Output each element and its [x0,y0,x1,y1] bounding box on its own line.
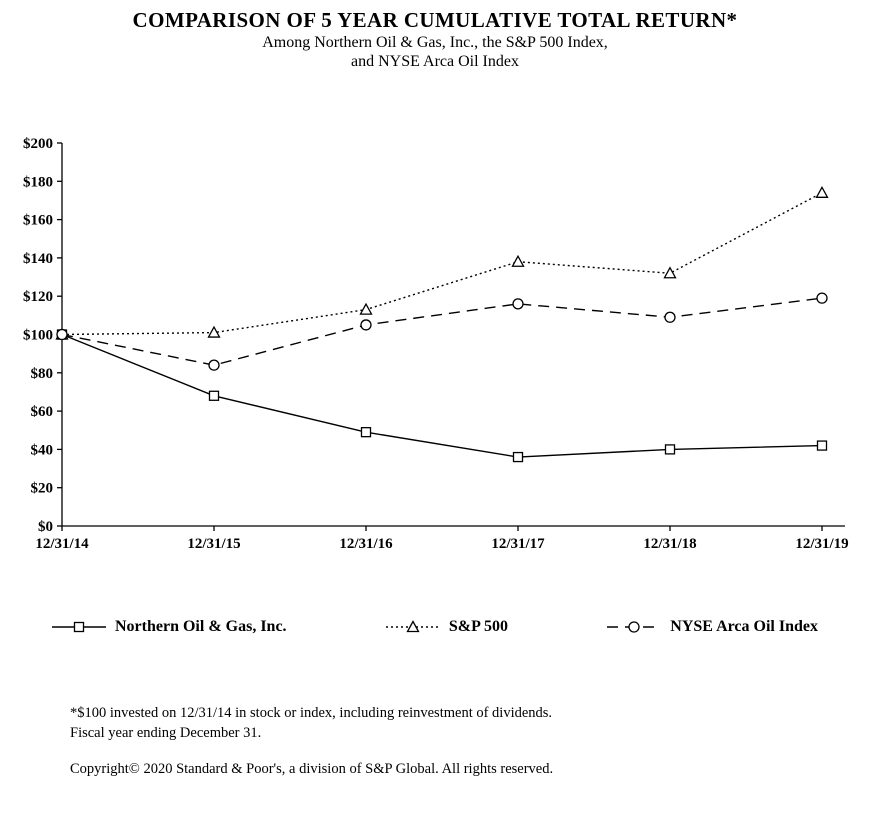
y-tick-label: $120 [23,290,53,306]
y-tick-label: $80 [31,366,54,382]
circle-marker-icon [816,292,828,305]
circle-marker-icon [208,359,220,372]
chart-title: COMPARISON OF 5 YEAR CUMULATIVE TOTAL RE… [132,8,738,32]
copyright-line: Copyright© 2020 Standard & Poor's, a div… [70,760,554,777]
y-tick-label: $200 [23,136,53,152]
legend-label: S&P 500 [448,618,508,636]
legend-label: NYSE Arca Oil Index [670,618,818,636]
square-marker-icon [664,444,676,455]
y-tick-label: $40 [31,443,54,459]
square-marker-icon [208,391,220,402]
x-tick-label: 12/31/17 [491,536,545,552]
chart-subtitle-line1: Among Northern Oil & Gas, Inc., the S&P … [262,34,608,51]
x-tick-label: 12/31/18 [643,536,696,552]
triangle-marker-icon [511,255,525,268]
series-line [61,192,823,336]
x-tick-label: 12/31/19 [795,536,848,552]
chart-subtitle-line2: and NYSE Arca Oil Index [351,53,519,71]
circle-marker-icon [56,329,68,341]
series-line [61,334,823,459]
dotted-line-triangle-icon [385,620,440,633]
triangle-marker-icon [207,326,221,339]
x-tick-label: 12/31/14 [35,536,89,552]
circle-marker-icon [360,319,372,331]
square-marker-icon [512,452,524,463]
triangle-marker-icon [663,266,677,279]
y-tick-label: $140 [23,251,53,267]
y-tick-label: $180 [23,175,53,191]
circle-marker-icon [664,311,676,324]
dashed-line-circle-icon [607,621,662,634]
square-marker-icon [360,427,372,438]
triangle-marker-icon [815,186,829,199]
y-tick-label: $0 [38,519,53,535]
footnote-line1: *$100 invested on 12/31/14 in stock or i… [70,705,553,722]
chart-page: COMPARISON OF 5 YEAR CUMULATIVE TOTAL RE… [23,8,870,779]
circle-marker-icon [628,621,640,634]
square-marker-icon [73,622,85,633]
legend-item-1: S&P 500 [385,618,508,636]
legend-item-2: NYSE Arca Oil Index [607,618,818,636]
legend-item-0: Northern Oil & Gas, Inc. [52,618,287,636]
triangle-marker-icon [359,303,373,316]
footnote-line2: Fiscal year ending December 31. [70,724,262,741]
circle-marker-icon [512,298,524,310]
y-tick-label: $100 [23,328,53,344]
chart-legend: Northern Oil & Gas, Inc. S&P 500 NYSE Arca… [52,618,818,636]
y-tick-label: $20 [31,481,54,497]
line-chart: $0 $20 $40 $60 $80 $100 $120 $140 $160 $180 $200 12… [23,136,849,552]
square-marker-icon [816,440,828,452]
legend-label: Northern Oil & Gas, Inc. [115,618,287,636]
y-tick-label: $160 [23,213,53,229]
footnotes: *$100 invested on 12/31/14 in stock or i… [70,704,870,779]
x-tick-label: 12/31/16 [339,536,393,552]
triangle-marker-icon [406,620,420,633]
y-tick-label: $60 [31,404,54,420]
x-tick-label: 12/31/15 [187,536,240,552]
solid-line-square-icon [52,622,106,633]
series-line [61,297,823,367]
